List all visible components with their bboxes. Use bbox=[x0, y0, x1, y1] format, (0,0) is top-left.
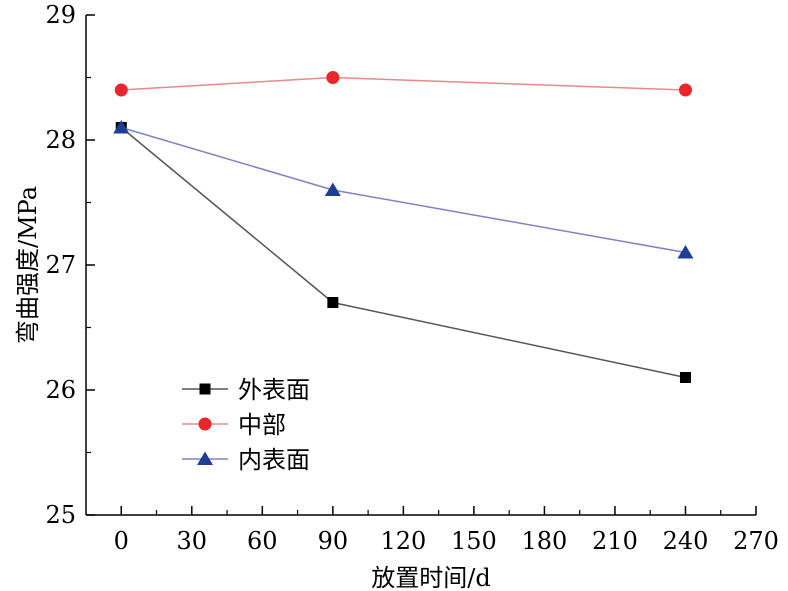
data-point bbox=[678, 83, 692, 97]
y-tick-label: 26 bbox=[45, 376, 76, 404]
legend-item: 内表面 bbox=[182, 446, 310, 474]
x-tick-label: 30 bbox=[177, 527, 208, 555]
data-point bbox=[679, 372, 691, 383]
x-axis-title: 放置时间/d bbox=[371, 564, 490, 591]
x-tick-label: 90 bbox=[318, 527, 349, 555]
data-point bbox=[114, 83, 128, 97]
data-point bbox=[113, 120, 130, 134]
legend-item: 中部 bbox=[182, 411, 286, 439]
legend-item: 外表面 bbox=[182, 376, 310, 404]
legend-marker bbox=[198, 417, 212, 431]
x-tick-label: 0 bbox=[114, 527, 129, 555]
x-tick-label: 150 bbox=[451, 527, 497, 555]
x-tick-label: 210 bbox=[592, 527, 638, 555]
series-line bbox=[121, 76, 686, 91]
legend-label: 中部 bbox=[238, 411, 286, 439]
x-tick-label: 180 bbox=[522, 527, 568, 555]
y-tick-label: 29 bbox=[45, 1, 76, 29]
series-2 bbox=[114, 71, 692, 97]
series-layer bbox=[113, 71, 694, 383]
x-tick-label: 60 bbox=[247, 527, 278, 555]
x-tick-label: 240 bbox=[663, 527, 709, 555]
x-tick-label: 120 bbox=[380, 527, 426, 555]
data-point bbox=[677, 245, 694, 259]
x-tick-label: 270 bbox=[733, 527, 779, 555]
legend-label: 外表面 bbox=[238, 376, 310, 404]
data-point bbox=[327, 297, 339, 308]
y-tick-label: 28 bbox=[45, 126, 76, 154]
y-tick-label: 27 bbox=[45, 251, 76, 279]
data-point bbox=[324, 182, 341, 196]
legend-marker bbox=[199, 383, 211, 395]
legend-label: 内表面 bbox=[238, 446, 310, 474]
axes: 25 26 27 28 29 0 30 60 90 120 150 180 210 240 270 bbox=[45, 1, 778, 555]
legend-marker bbox=[197, 451, 213, 465]
data-point bbox=[326, 71, 340, 84]
series-line bbox=[120, 126, 686, 379]
series-line bbox=[121, 126, 686, 254]
series-3 bbox=[113, 120, 694, 259]
y-axis-title: 弯曲强度/MPa bbox=[14, 186, 42, 344]
series-1 bbox=[115, 122, 691, 383]
y-tick-label: 25 bbox=[45, 501, 76, 529]
